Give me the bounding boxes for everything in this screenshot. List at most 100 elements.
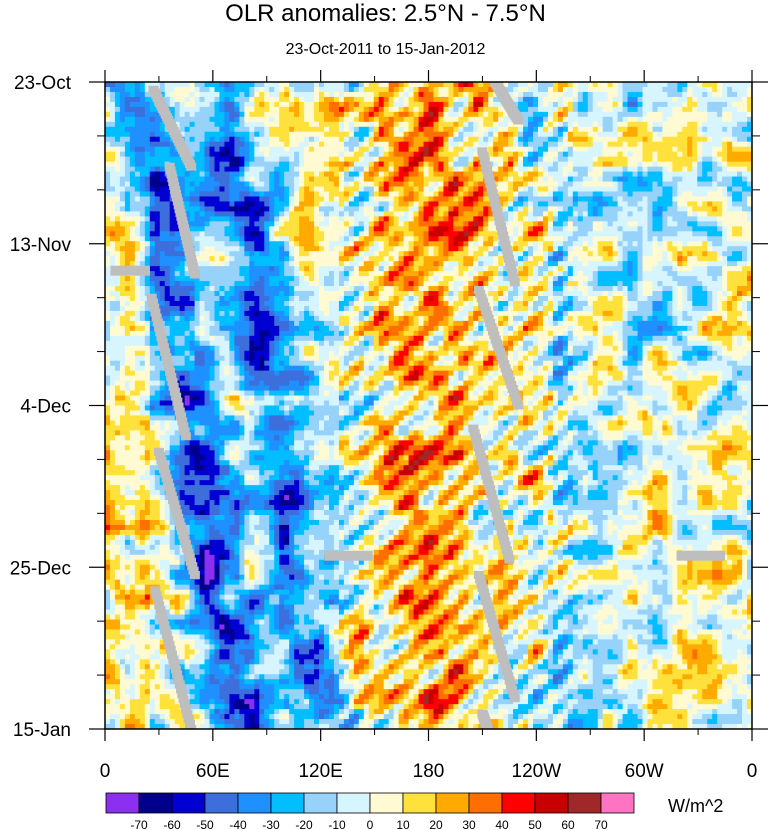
field-cell xyxy=(672,86,678,93)
field-cell xyxy=(393,106,400,113)
field-cell xyxy=(627,131,634,138)
field-cell xyxy=(622,231,629,237)
field-cell xyxy=(304,131,310,138)
field-cell xyxy=(299,241,305,247)
field-cell xyxy=(443,161,450,168)
field-cell xyxy=(139,146,146,153)
field-cell xyxy=(368,236,375,242)
field-cell xyxy=(572,221,579,227)
field-cell xyxy=(343,261,350,267)
field-cell xyxy=(722,216,728,222)
field-cell xyxy=(473,241,479,247)
field-cell xyxy=(338,201,345,208)
field-cell xyxy=(592,256,599,262)
field-cell xyxy=(299,136,305,143)
field-cell xyxy=(363,151,370,158)
field-cell xyxy=(373,186,380,193)
field-cell xyxy=(378,236,385,242)
field-cell xyxy=(109,91,116,98)
field-cell xyxy=(413,101,420,108)
field-cell xyxy=(547,111,554,118)
field-cell xyxy=(667,166,673,173)
field-cell xyxy=(319,141,325,148)
field-cell xyxy=(702,131,708,138)
field-cell xyxy=(513,126,519,133)
field-cell xyxy=(498,111,504,118)
field-cell xyxy=(687,256,693,262)
field-cell xyxy=(214,161,221,168)
field-cell xyxy=(582,91,589,98)
field-cell xyxy=(199,86,206,93)
field-cell xyxy=(269,271,275,277)
field-cell xyxy=(632,86,639,93)
field-cell xyxy=(438,151,445,158)
field-cell xyxy=(398,241,405,247)
field-cell xyxy=(577,116,584,123)
field-cell xyxy=(493,101,499,108)
field-cell xyxy=(105,161,111,168)
field-cell xyxy=(657,111,664,118)
field-cell xyxy=(289,96,295,103)
field-cell xyxy=(259,101,265,108)
field-cell xyxy=(662,251,668,257)
field-cell xyxy=(383,221,390,227)
field-cell xyxy=(488,241,494,247)
field-cell xyxy=(304,111,310,118)
field-cell xyxy=(528,266,534,272)
field-cell xyxy=(542,131,549,138)
field-cell xyxy=(617,141,624,148)
field-cell xyxy=(597,86,604,93)
field-cell xyxy=(443,226,450,232)
field-cell xyxy=(199,251,206,257)
field-cell xyxy=(557,151,564,158)
field-cell xyxy=(139,91,146,98)
field-cell xyxy=(458,201,464,208)
field-cell xyxy=(139,221,146,227)
field-cell xyxy=(328,136,335,143)
field-cell xyxy=(453,236,459,242)
field-cell xyxy=(418,141,425,148)
field-cell xyxy=(687,181,693,188)
field-cell xyxy=(423,241,430,247)
field-cell xyxy=(179,82,186,88)
field-cell xyxy=(637,131,644,138)
field-cell xyxy=(129,171,136,178)
field-cell xyxy=(358,96,365,103)
field-cell xyxy=(557,136,564,143)
field-cell xyxy=(314,141,320,148)
field-cell xyxy=(328,111,335,118)
field-cell xyxy=(523,251,529,257)
field-cell xyxy=(732,126,738,133)
field-cell xyxy=(557,126,564,133)
field-cell xyxy=(473,166,479,173)
field-cell xyxy=(144,216,151,222)
field-cell xyxy=(269,246,275,252)
field-cell xyxy=(184,171,191,178)
field-cell xyxy=(289,126,295,133)
field-cell xyxy=(513,241,519,247)
field-cell xyxy=(627,241,634,247)
field-cell xyxy=(134,121,141,128)
field-cell xyxy=(279,221,285,227)
field-cell xyxy=(438,261,445,267)
field-cell xyxy=(124,221,131,227)
field-cell xyxy=(572,241,579,247)
field-cell xyxy=(438,141,445,148)
field-cell xyxy=(547,116,554,123)
field-cell xyxy=(269,256,275,262)
field-cell xyxy=(214,86,221,93)
field-cell xyxy=(259,266,265,272)
field-cell xyxy=(577,161,584,168)
field-cell xyxy=(179,186,186,193)
field-cell xyxy=(199,111,206,118)
field-cell xyxy=(667,121,673,128)
field-cell xyxy=(552,201,559,208)
field-cell xyxy=(712,116,718,123)
field-cell xyxy=(717,166,723,173)
field-cell xyxy=(219,161,226,168)
field-cell xyxy=(149,176,156,183)
field-cell xyxy=(174,256,181,262)
field-cell xyxy=(617,176,624,183)
field-cell xyxy=(343,201,350,208)
field-cell xyxy=(458,111,464,118)
